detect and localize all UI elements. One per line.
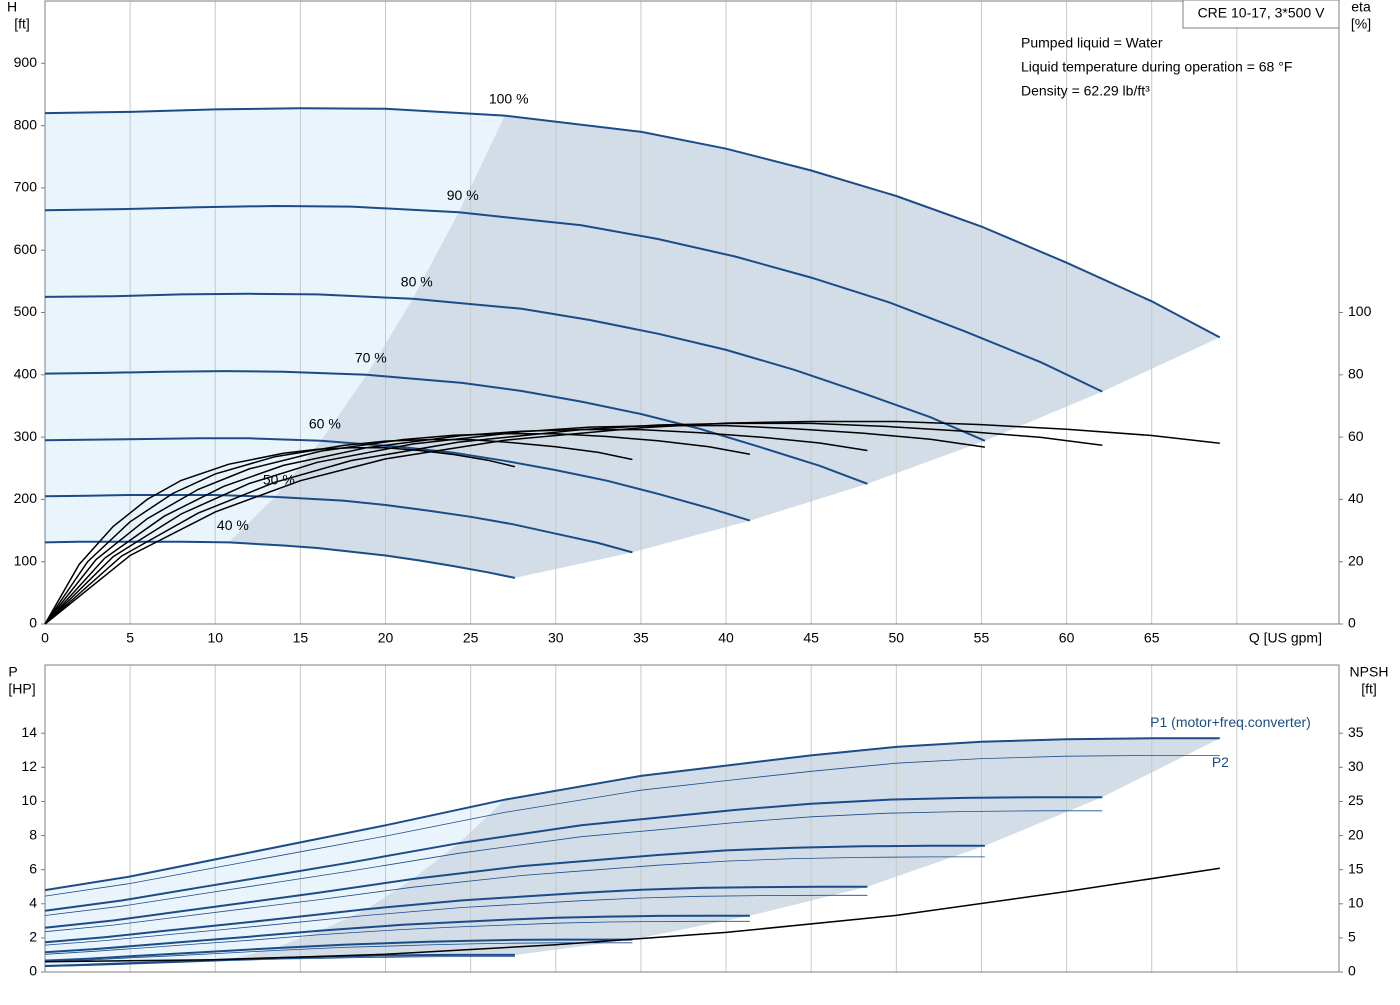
x-tick-label: 5 (126, 630, 134, 646)
curve (44, 938, 633, 962)
x-tick-label: 45 (803, 630, 819, 646)
curve-label: P2 (1212, 754, 1229, 770)
y2-tick-label: 40 (1348, 490, 1364, 506)
y2-tick-label: 0 (1348, 615, 1356, 631)
curve-label: 80 % (401, 273, 433, 289)
y-tick-label: 2 (29, 929, 37, 945)
annotation: Density = 62.29 lb/ft³ (1021, 83, 1150, 99)
y2-tick-label: 5 (1348, 929, 1356, 945)
y-tick-label: 12 (21, 758, 37, 774)
x-tick-label: 30 (548, 630, 564, 646)
curve (44, 370, 868, 485)
x-tick-label: 25 (463, 630, 479, 646)
y-tick-label: 100 (14, 552, 38, 568)
curve (44, 810, 1103, 916)
x-tick-label: 0 (41, 630, 49, 646)
plot-frame (44, 664, 1340, 973)
curve-label: 70 % (355, 350, 387, 366)
y-tick-label: 14 (21, 724, 37, 740)
x-tick-label: 35 (633, 630, 649, 646)
y2-tick-label: 10 (1348, 894, 1364, 910)
curve-label: 100 % (489, 90, 529, 106)
y-tick-label: 4 (29, 894, 37, 910)
y-axis-unit: [HP] (8, 681, 35, 697)
secondary-curve (44, 422, 1103, 625)
y2-tick-label: 100 (1348, 303, 1372, 319)
y-tick-label: 200 (14, 490, 38, 506)
secondary-curve (44, 424, 986, 625)
y2-tick-label: 0 (1348, 963, 1356, 979)
y2-tick-label: 25 (1348, 792, 1364, 808)
x-tick-label: 10 (207, 630, 223, 646)
curve (44, 942, 633, 963)
curve-label: 40 % (217, 517, 249, 533)
y-tick-label: 700 (14, 179, 38, 195)
x-tick-label: 20 (378, 630, 394, 646)
y-tick-label: 8 (29, 826, 37, 842)
x-tick-label: 65 (1144, 630, 1160, 646)
curve-label: 60 % (309, 416, 341, 432)
y2-tick-label: 20 (1348, 826, 1364, 842)
secondary-curve (44, 867, 1220, 963)
y2-axis-title: eta (1351, 0, 1371, 15)
annotation-box-text: CRE 10-17, 3*500 V (1198, 5, 1326, 21)
y-tick-label: 10 (21, 792, 37, 808)
y-axis-title: P (8, 664, 17, 680)
curve (44, 437, 751, 522)
x-tick-label: 50 (889, 630, 905, 646)
curve (44, 885, 868, 944)
y-tick-label: 400 (14, 366, 38, 382)
curve (44, 494, 633, 554)
x-tick-label: 15 (293, 630, 309, 646)
annotation-box (1182, 0, 1340, 29)
y-tick-label: 800 (14, 116, 38, 132)
x-tick-label: 40 (718, 630, 734, 646)
y2-axis-unit: [ft] (1361, 681, 1377, 697)
y-axis-unit: [ft] (14, 16, 30, 32)
curve (44, 956, 515, 967)
annotation: Pumped liquid = Water (1021, 35, 1163, 51)
y-tick-label: 0 (29, 963, 37, 979)
y2-axis-title: NPSH (1350, 664, 1389, 680)
secondary-curve (44, 446, 516, 625)
curve (44, 844, 985, 929)
y2-tick-label: 15 (1348, 860, 1364, 876)
y2-tick-label: 35 (1348, 724, 1364, 740)
annotation: Liquid temperature during operation = 68… (1021, 59, 1292, 75)
y2-tick-label: 80 (1348, 366, 1364, 382)
y-axis-title: H (7, 0, 17, 15)
y-tick-label: 6 (29, 860, 37, 876)
y-tick-label: 500 (14, 303, 38, 319)
x-tick-label: Q [US gpm] (1249, 630, 1322, 646)
operating-range (228, 115, 1220, 578)
y2-axis-unit: [%] (1351, 16, 1371, 32)
curve (44, 894, 868, 946)
y2-tick-label: 30 (1348, 758, 1364, 774)
secondary-curve (44, 432, 751, 625)
y-tick-label: 600 (14, 241, 38, 257)
operating-range (228, 738, 1220, 960)
light-range (45, 108, 505, 543)
curve (44, 755, 1220, 897)
curve (44, 856, 985, 933)
y-tick-label: 0 (29, 615, 37, 631)
curve (44, 204, 1103, 393)
curve (44, 107, 1221, 339)
curve (44, 914, 750, 954)
y-tick-label: 300 (14, 428, 38, 444)
y-tick-label: 900 (14, 54, 38, 70)
curve (44, 737, 1220, 892)
curve-label: P1 (motor+freq.converter) (1150, 714, 1311, 730)
curve (44, 920, 750, 955)
curve (44, 796, 1103, 912)
x-tick-label: 55 (974, 630, 990, 646)
secondary-curve (44, 438, 633, 625)
y2-tick-label: 60 (1348, 428, 1364, 444)
x-tick-label: 60 (1059, 630, 1075, 646)
curve (44, 292, 986, 442)
curve-label: 90 % (447, 187, 479, 203)
y2-tick-label: 20 (1348, 552, 1364, 568)
